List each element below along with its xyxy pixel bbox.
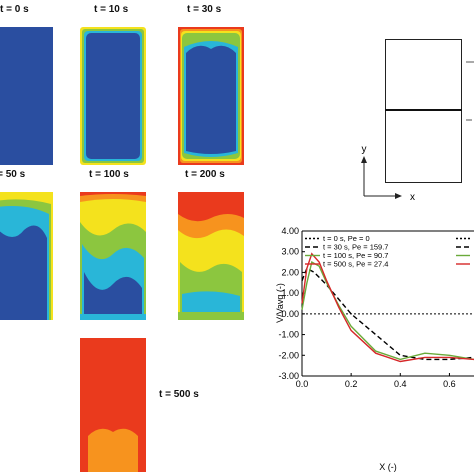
y-tick-label: -2.00 (278, 350, 299, 360)
time-label-t500: t = 500 s (159, 389, 199, 400)
y-arrowhead (361, 156, 367, 163)
legend-entry-0: t = 0 s, Pe = 0 (323, 234, 370, 243)
y-axis-label: V/Vavg (-) (275, 283, 285, 323)
time-label-t200: t = 200 s (185, 169, 225, 180)
contour-panel-t10 (80, 27, 146, 165)
channel-schematic: y x (361, 39, 474, 203)
contour-panel-t50 (0, 192, 53, 320)
time-label-t30: t = 30 s (187, 4, 222, 15)
plot-legend: t = 0 s, Pe = 0t = 30 s, Pe = 159.7t = 1… (305, 234, 470, 269)
x-tick-label: 0.4 (394, 379, 407, 389)
y-tick-label: 3.00 (281, 247, 299, 257)
contour-panel-t30 (178, 27, 244, 165)
legend-entry-1: t = 30 s, Pe = 159.7 (323, 243, 388, 252)
x-arrowhead (395, 193, 402, 199)
x-axis-label: X (-) (379, 462, 397, 472)
time-label-t100: t = 100 s (89, 169, 129, 180)
schematic-x-label: x (410, 192, 415, 203)
contour-panel-t200 (178, 192, 244, 320)
series-line-1 (301, 267, 474, 361)
schematic-y-label: y (362, 144, 367, 155)
y-tick-label: 0.00 (281, 309, 299, 319)
plot-ticks: 4.00 3.00 2.00 1.00 0.00 -1.00 -2.00 -3.000.0 0.… (278, 226, 455, 389)
legend-entry-2: t = 100 s, Pe = 90.7 (323, 251, 388, 260)
contour-panel-t100 (80, 192, 146, 320)
y-tick-label: -3.00 (278, 371, 299, 381)
contour-panel-t0 (0, 27, 53, 165)
series-line-2 (301, 261, 474, 361)
time-label-t0: t = 0 s (0, 4, 29, 15)
time-label-t10: t = 10 s (94, 4, 129, 15)
x-tick-label: 0.2 (345, 379, 358, 389)
y-tick-label: -1.00 (278, 330, 299, 340)
legend-entry-3: t = 500 s, Pe = 27.4 (323, 260, 388, 269)
plot-lines (301, 252, 474, 363)
series-line-3 (301, 252, 474, 363)
x-tick-label: 0.6 (443, 379, 456, 389)
y-tick-label: 1.00 (281, 288, 299, 298)
time-label-t50: t = 50 s (0, 169, 26, 180)
x-tick-label: 0.0 (296, 379, 309, 389)
y-tick-label: 2.00 (281, 267, 299, 277)
y-tick-label: 4.00 (281, 226, 299, 236)
contour-panel-t500 (80, 338, 146, 472)
